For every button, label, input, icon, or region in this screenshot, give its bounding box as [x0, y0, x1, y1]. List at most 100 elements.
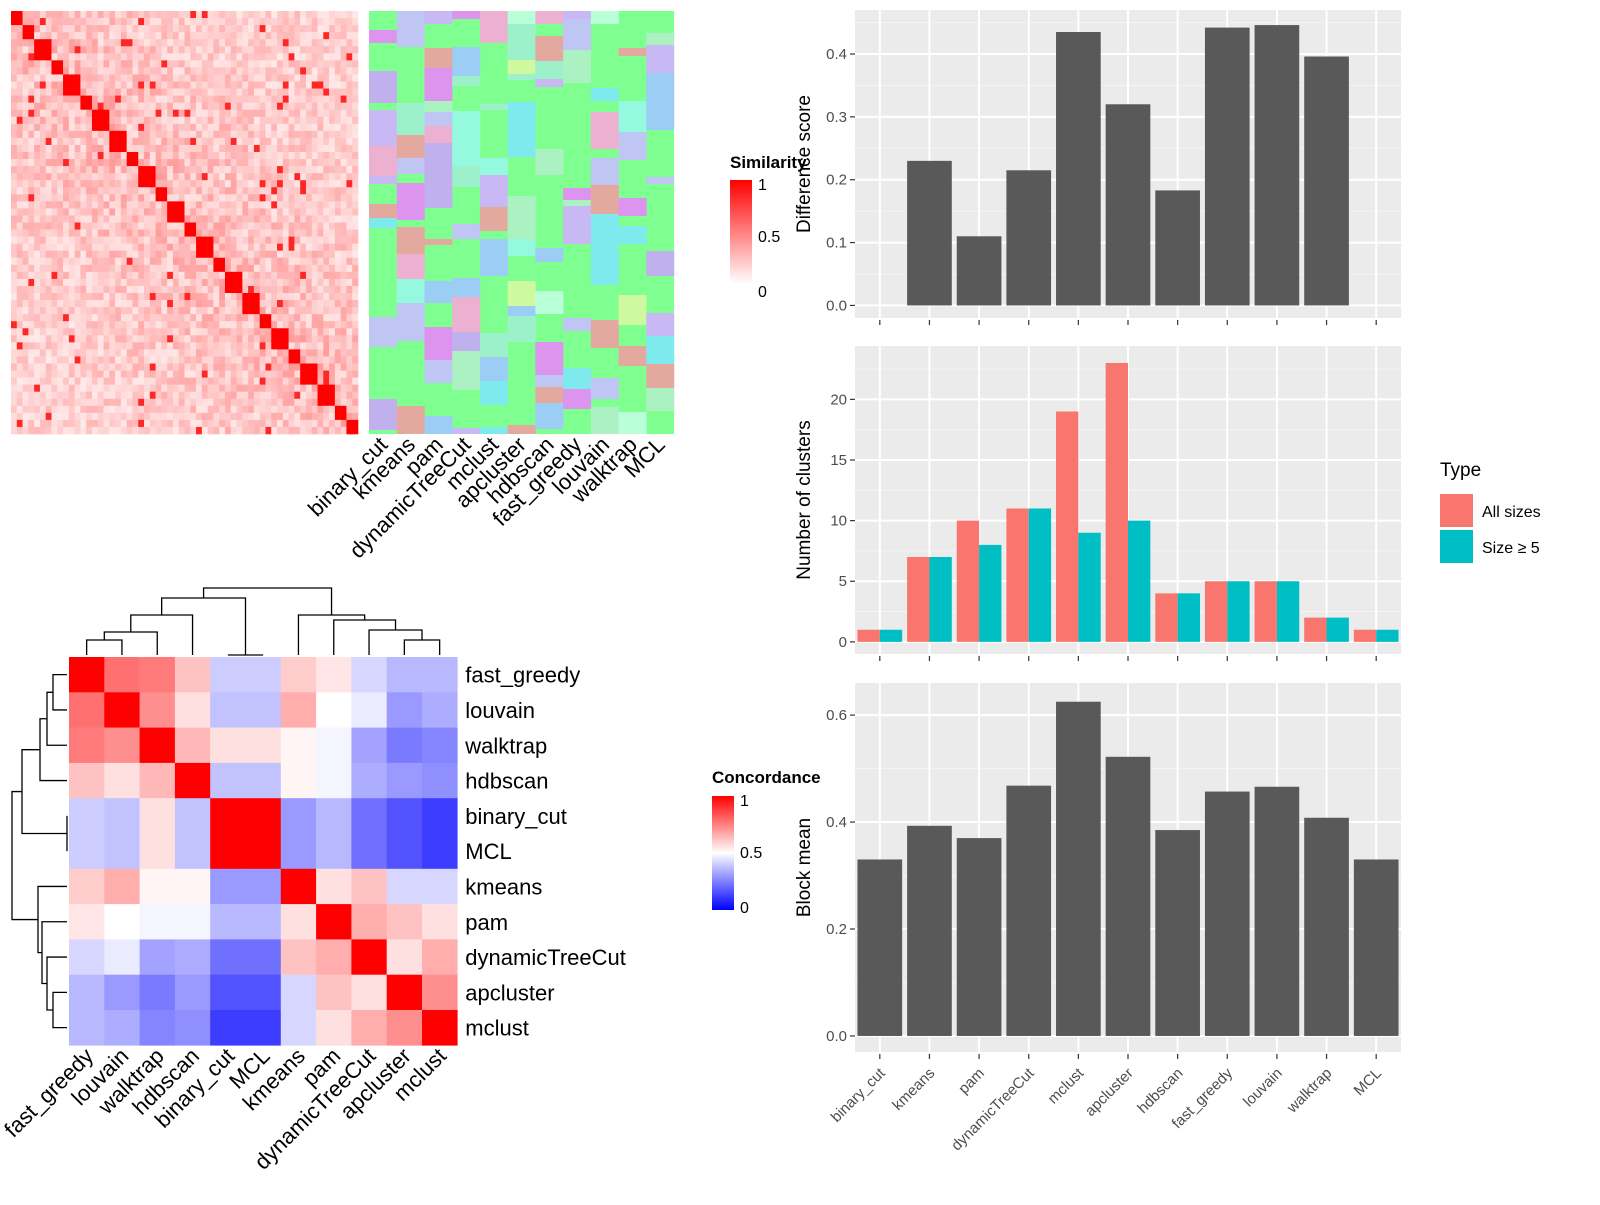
- similarity-cell: [178, 356, 185, 364]
- similarity-cell: [224, 25, 232, 33]
- similarity-cell: [248, 250, 255, 259]
- similarity-cell: [80, 271, 87, 280]
- similarity-cell: [34, 187, 41, 195]
- similarity-cell: [340, 229, 347, 237]
- similarity-cell: [34, 11, 41, 19]
- similarity-cell: [138, 349, 145, 357]
- similarity-cell: [317, 187, 324, 195]
- similarity-cell: [172, 229, 180, 237]
- similarity-cell: [334, 18, 341, 26]
- similarity-cell: [138, 46, 145, 54]
- similarity-cell: [11, 384, 18, 392]
- membership-cell: [396, 158, 425, 174]
- similarity-cell: [11, 243, 18, 251]
- similarity-cell: [294, 342, 301, 350]
- similarity-cell: [22, 159, 29, 167]
- similarity-cell: [311, 264, 318, 273]
- similarity-cell: [144, 39, 151, 47]
- similarity-cell: [138, 384, 145, 392]
- similarity-cell: [271, 328, 278, 336]
- similarity-cell: [265, 95, 272, 103]
- similarity-cell: [161, 236, 168, 244]
- similarity-cell: [184, 229, 191, 237]
- similarity-cell: [196, 236, 203, 244]
- similarity-cell: [334, 328, 341, 336]
- similarity-cell: [300, 271, 307, 280]
- similarity-cell: [109, 314, 116, 322]
- similarity-cell: [91, 356, 99, 364]
- similarity-cell: [259, 257, 266, 266]
- membership-cell: [646, 313, 675, 336]
- similarity-cell: [201, 257, 208, 266]
- similarity-cell: [282, 67, 289, 75]
- similarity-cell: [103, 426, 110, 435]
- similarity-cell: [259, 39, 266, 47]
- similarity-cell: [323, 236, 330, 244]
- similarity-cell: [294, 377, 301, 385]
- similarity-cell: [224, 412, 232, 421]
- similarity-cell: [115, 412, 122, 421]
- similarity-cell: [132, 335, 139, 343]
- similarity-cell: [68, 180, 75, 188]
- similarity-cell: [184, 307, 191, 315]
- similarity-cell: [213, 377, 220, 385]
- membership-cell: [507, 102, 536, 121]
- similarity-cell: [155, 391, 162, 400]
- similarity-cell: [201, 314, 208, 322]
- similarity-cell: [311, 187, 318, 195]
- similarity-cell: [178, 307, 185, 315]
- similarity-cell: [230, 109, 237, 118]
- similarity-cell: [80, 391, 87, 400]
- similarity-cell: [317, 88, 324, 96]
- similarity-cell: [57, 74, 64, 82]
- similarity-cell: [224, 180, 232, 188]
- similarity-cell: [305, 257, 313, 266]
- similarity-cell: [11, 194, 18, 202]
- similarity-cell: [282, 18, 289, 26]
- similarity-cell: [11, 300, 18, 308]
- similarity-cell: [39, 405, 46, 414]
- similarity-cell: [317, 53, 324, 61]
- similarity-cell: [138, 412, 145, 421]
- similarity-cell: [167, 215, 174, 223]
- similarity-cell: [230, 95, 237, 103]
- similarity-cell: [305, 307, 313, 315]
- similarity-cell: [253, 328, 260, 336]
- similarity-cell: [329, 222, 336, 230]
- similarity-cell: [149, 109, 156, 118]
- similarity-cell: [352, 349, 359, 357]
- similarity-cell: [51, 32, 58, 40]
- similarity-cell: [80, 335, 87, 343]
- similarity-cell: [288, 152, 295, 160]
- similarity-cell: [115, 109, 122, 118]
- similarity-cell: [28, 349, 35, 357]
- y-tick-label: 0.0: [826, 297, 847, 314]
- similarity-cell: [80, 109, 87, 118]
- similarity-cell: [311, 307, 318, 315]
- similarity-cell: [115, 342, 122, 350]
- similarity-cell: [184, 349, 191, 357]
- similarity-cell: [323, 271, 330, 280]
- similarity-cell: [132, 300, 139, 308]
- similarity-cell: [86, 356, 93, 364]
- similarity-cell: [334, 53, 341, 61]
- similarity-cell: [126, 53, 133, 61]
- similarity-cell: [201, 11, 208, 19]
- similarity-cell: [126, 264, 133, 273]
- bar: [907, 825, 952, 1036]
- similarity-cell: [144, 194, 151, 202]
- similarity-cell: [271, 426, 278, 435]
- similarity-cell: [224, 377, 232, 385]
- similarity-cell: [161, 88, 168, 96]
- similarity-cell: [103, 271, 110, 280]
- similarity-cell: [91, 278, 99, 287]
- similarity-cell: [178, 285, 185, 294]
- similarity-cell: [126, 60, 133, 68]
- similarity-cell: [16, 391, 23, 400]
- concordance-cell: [422, 904, 458, 940]
- similarity-cell: [22, 187, 29, 195]
- similarity-cell: [115, 314, 122, 322]
- similarity-cell: [167, 342, 174, 350]
- similarity-cell: [288, 222, 295, 230]
- similarity-cell: [132, 293, 139, 301]
